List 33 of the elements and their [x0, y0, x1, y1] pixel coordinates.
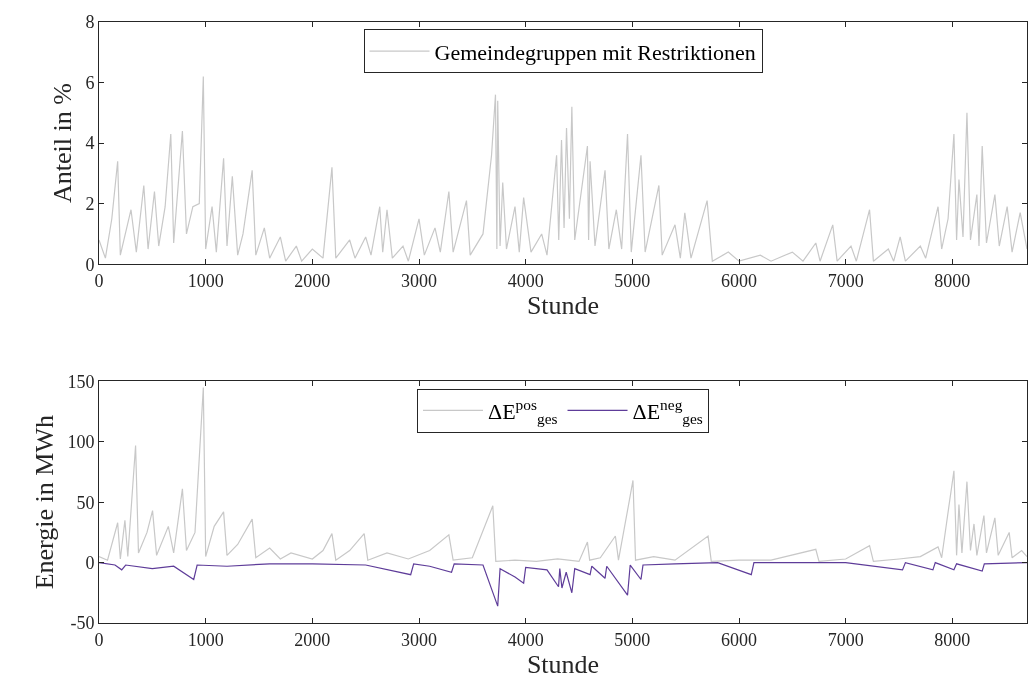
y-axis-title: Energie in MWh [29, 415, 59, 590]
x-tick-label: 4000 [507, 629, 544, 650]
x-tick-label: 6000 [721, 629, 757, 650]
x-tick-label: 3000 [401, 270, 437, 291]
y-tick-label: 6 [85, 72, 95, 93]
y-tick-label: 0 [85, 254, 95, 275]
legend-label: Gemeindegruppen mit Restriktionen [434, 39, 756, 65]
y-tick-label: 100 [67, 432, 95, 453]
line-series [99, 75, 1027, 262]
y-tick-label: 4 [85, 133, 95, 154]
y-tick-label: 8 [85, 12, 95, 33]
x-axis-title: Stunde [526, 649, 600, 679]
y-axis-title: Anteil in % [47, 83, 77, 204]
x-tick-label: 4000 [507, 270, 544, 291]
line-series [99, 386, 1027, 562]
x-tick-label: 7000 [827, 629, 864, 650]
y-tick-label: 150 [67, 371, 95, 392]
x-tick-label: 7000 [827, 270, 864, 291]
x-tick-label: 6000 [721, 270, 757, 291]
y-tick-label: 0 [85, 552, 95, 573]
x-tick-label: 5000 [614, 270, 651, 291]
y-tick-label: -50 [70, 613, 95, 634]
x-tick-label: 1000 [187, 270, 224, 291]
x-axis-title: Stunde [526, 290, 600, 320]
x-tick-label: 8000 [934, 270, 971, 291]
x-tick-label: 2000 [294, 270, 331, 291]
x-tick-label: 2000 [294, 629, 331, 650]
x-tick-label: 1000 [187, 629, 224, 650]
y-tick-label: 2 [85, 193, 95, 214]
x-tick-label: 5000 [614, 629, 651, 650]
y-tick-label: 50 [76, 492, 95, 513]
x-tick-label: 3000 [401, 629, 437, 650]
x-tick-label: 8000 [934, 629, 971, 650]
